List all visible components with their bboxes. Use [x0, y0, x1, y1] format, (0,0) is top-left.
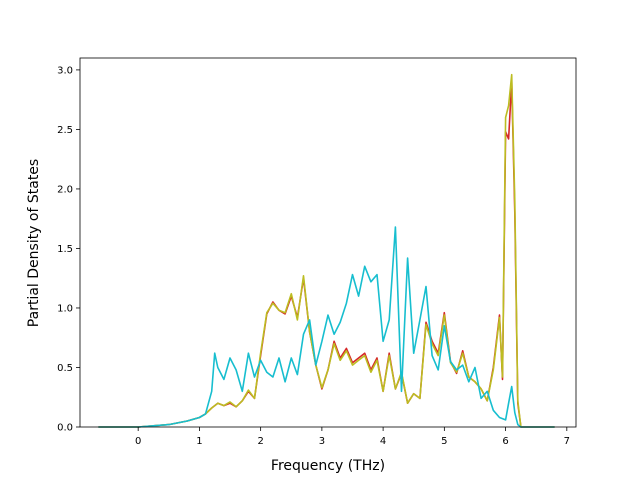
y-tick-label: 0.0: [57, 423, 73, 434]
y-tick-label: 3.0: [57, 65, 73, 76]
x-axis-ticks: 0 1 2 3 4 5 6 7: [135, 427, 570, 447]
y-tick-label: 2.5: [57, 125, 73, 136]
y-tick-label: 1.0: [57, 303, 73, 314]
y-axis-label: Partial Density of States: [26, 159, 42, 327]
x-tick-label: 6: [502, 436, 508, 447]
pdos-series-line: [98, 73, 555, 428]
x-tick-label: 2: [257, 436, 263, 447]
x-tick-label: 1: [196, 436, 202, 447]
axes-frame: [79, 57, 577, 428]
plot-area: [98, 73, 555, 428]
x-axis-label: Frequency (THz): [271, 458, 385, 474]
y-tick-label: 2.0: [57, 184, 73, 195]
x-tick-label: 5: [441, 436, 447, 447]
y-tick-label: 1.5: [57, 244, 73, 255]
pdos-series-line: [98, 226, 555, 428]
y-tick-label: 0.5: [57, 363, 73, 374]
x-tick-label: 3: [319, 436, 325, 447]
x-tick-label: 7: [564, 436, 570, 447]
y-axis-ticks: 0.0 0.5 1.0 1.5 2.0 2.5 3.0: [57, 65, 80, 434]
x-tick-label: 0: [135, 436, 141, 447]
x-tick-label: 4: [380, 436, 386, 447]
